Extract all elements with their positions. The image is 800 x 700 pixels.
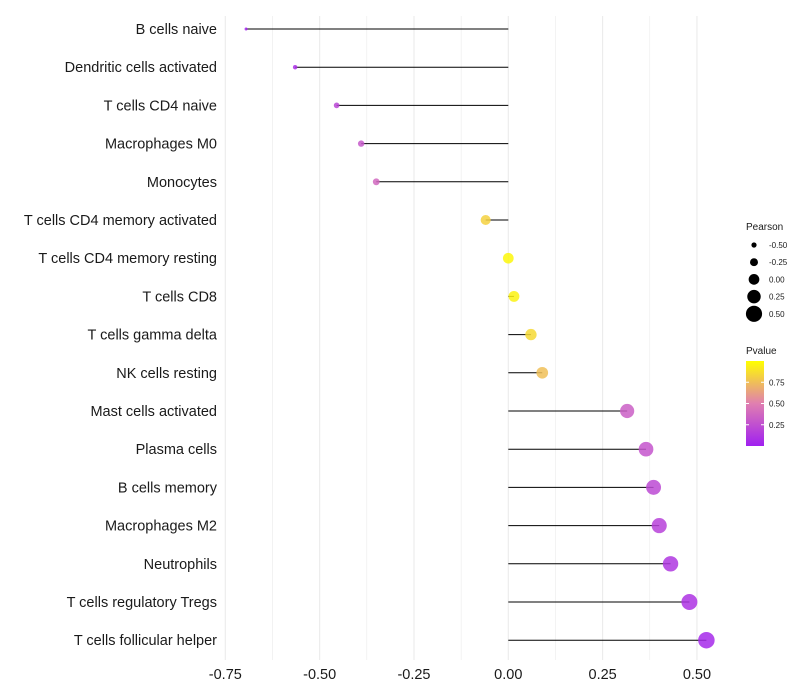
category-label: Mast cells activated	[90, 404, 217, 420]
point-12	[646, 479, 662, 495]
x-tick-label: 0.00	[494, 667, 522, 683]
size-legend-label: -0.25	[769, 258, 788, 267]
category-label: Macrophages M2	[105, 519, 217, 535]
size-legend-title: Pearson	[746, 222, 783, 233]
color-legend-title: Pvalue	[746, 346, 777, 357]
point-15	[681, 594, 698, 610]
color-legend-label: 0.75	[769, 378, 785, 387]
point-13	[651, 518, 667, 534]
size-legend-key	[748, 274, 760, 285]
color-legend: Pvalue 0.75 0.50 0.25	[746, 346, 785, 446]
lollipop-stems	[246, 28, 707, 641]
x-tick-label: -0.75	[209, 667, 242, 683]
point-5	[480, 214, 491, 226]
x-tick-label: -0.50	[303, 667, 336, 683]
point-6	[502, 252, 514, 264]
category-label: B cells naive	[136, 22, 217, 38]
size-legend-key	[751, 242, 757, 248]
point-7	[508, 290, 520, 302]
category-label: T cells CD8	[142, 289, 217, 305]
point-10	[620, 403, 635, 419]
category-label: Plasma cells	[136, 442, 217, 458]
color-legend-bar	[746, 361, 764, 446]
size-legend-label: 0.00	[769, 275, 785, 284]
point-14	[662, 556, 679, 572]
category-label: B cells memory	[118, 480, 218, 496]
category-label: Monocytes	[147, 175, 217, 191]
x-axis-ticks: -0.75 -0.50 -0.25 0.00 0.25 0.50	[209, 667, 711, 683]
point-4	[372, 178, 380, 186]
lollipop-points	[244, 27, 715, 649]
category-labels: B cells naive Dendritic cells activated T …	[24, 22, 218, 649]
category-label: Macrophages M0	[105, 137, 217, 153]
point-0	[244, 27, 248, 31]
legend: Pearson -0.50 -0.25 0.00 0.25 0.50 Pvalue 0.…	[745, 222, 788, 446]
size-legend-key	[745, 305, 763, 322]
point-1	[292, 64, 298, 70]
size-legend-key	[750, 258, 758, 267]
point-11	[638, 441, 654, 457]
category-label: Neutrophils	[144, 557, 217, 573]
category-label: NK cells resting	[116, 366, 217, 382]
point-3	[357, 140, 365, 147]
category-label: T cells CD4 naive	[104, 98, 217, 114]
point-9	[536, 366, 549, 379]
category-label: T cells CD4 memory activated	[24, 213, 217, 229]
color-legend-label: 0.25	[769, 421, 785, 430]
x-tick-label: -0.25	[397, 667, 430, 683]
color-legend-label: 0.50	[769, 400, 785, 409]
x-tick-label: 0.25	[589, 667, 617, 683]
size-legend-label: -0.50	[769, 241, 788, 250]
point-2	[333, 102, 340, 109]
x-tick-label: 0.50	[683, 667, 711, 683]
category-label: T cells follicular helper	[74, 633, 217, 649]
grid-lines	[224, 16, 698, 660]
category-label: Dendritic cells activated	[65, 60, 217, 76]
size-legend-label: 0.25	[769, 293, 785, 302]
size-legend-key	[747, 289, 761, 304]
category-label: T cells regulatory Tregs	[67, 595, 217, 611]
category-label: T cells gamma delta	[88, 328, 218, 344]
size-legend-label: 0.50	[769, 310, 785, 319]
point-8	[525, 328, 537, 341]
category-label: T cells CD4 memory resting	[38, 251, 217, 267]
point-16	[698, 631, 715, 649]
size-legend: Pearson -0.50 -0.25 0.00 0.25 0.50	[745, 222, 788, 322]
